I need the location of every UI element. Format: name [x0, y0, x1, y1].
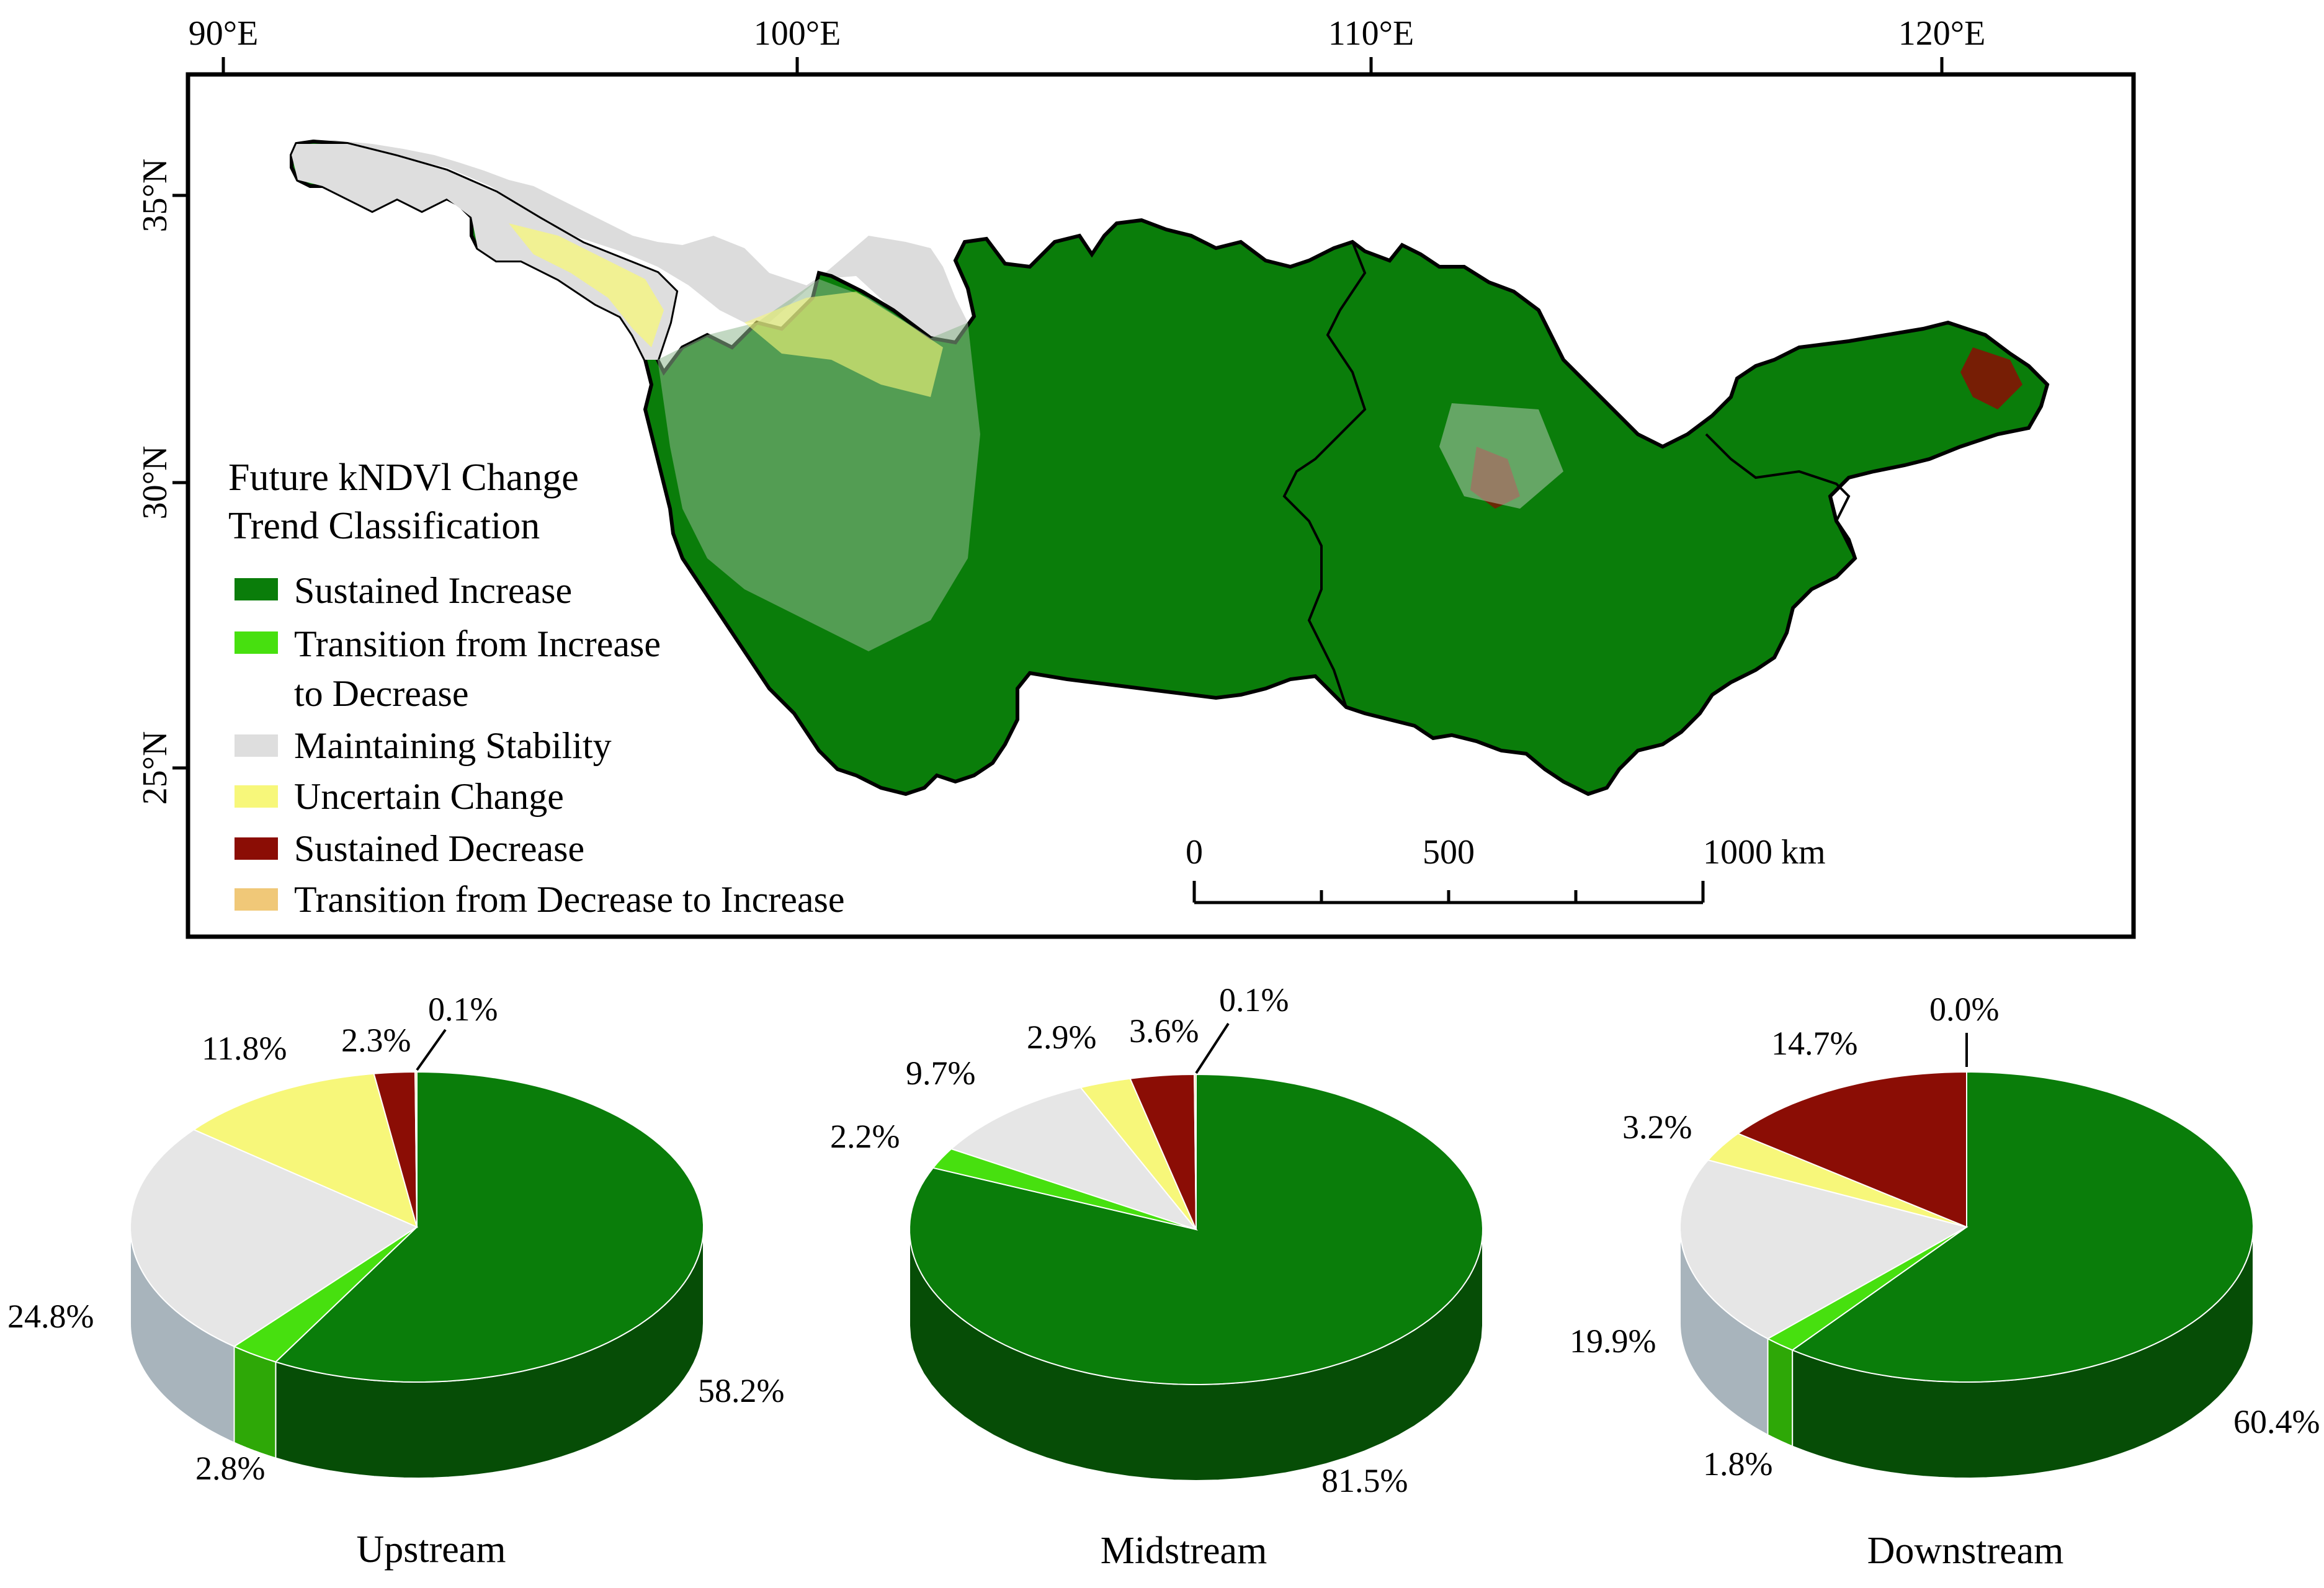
pie-value-labels: 58.2% 2.8% 24.8% 11.8% 2.3% 0.1% 81.5% 2…	[7, 981, 2320, 1499]
lat-label-30: 30°N	[136, 446, 174, 520]
map-frame	[185, 72, 2136, 939]
downstream-label-increase: 60.4%	[2233, 1403, 2320, 1440]
upstream-label-increase: 58.2%	[698, 1372, 784, 1409]
midstream-label-uncertain: 2.9%	[1027, 1019, 1096, 1056]
legend-title-line2: Trend Classification	[228, 505, 540, 547]
upstream-label-inc-to-dec: 2.8%	[195, 1450, 265, 1487]
midstream-downstream-boundary	[1705, 433, 1856, 559]
lon-label-110: 110°E	[1328, 14, 1415, 53]
lat-label-25: 25°N	[136, 731, 174, 805]
midstream-pie-slice-stability	[950, 1087, 1198, 1231]
map-legend: Future kNDVl Change Trend Classification…	[228, 457, 844, 920]
scale-label-500: 500	[1423, 833, 1475, 872]
pie-title-downstream: Downstream	[1867, 1530, 2064, 1572]
legend-label-increase: Sustained Increase	[294, 570, 572, 611]
upstream-pie-slice-dec-to-inc	[414, 1071, 418, 1228]
downstream-label-stability: 19.9%	[1570, 1323, 1656, 1360]
downstream-label-inc-to-dec: 1.8%	[1703, 1445, 1772, 1483]
pie-charts	[130, 1071, 2255, 1482]
midstream-pie-slice-dec-to-inc	[1194, 1074, 1197, 1230]
legend-swatch-increase	[235, 578, 278, 600]
downstream-decrease-patch	[1960, 347, 2022, 409]
midstream-pie-slice-decrease	[1129, 1073, 1197, 1230]
basin-outline	[290, 139, 2050, 796]
lon-label-90: 90°E	[189, 14, 259, 53]
pie-title-upstream: Upstream	[356, 1528, 506, 1571]
upstream-midstream-boundary	[1282, 241, 1367, 708]
lat-label-35: 35°N	[136, 159, 174, 233]
scale-bar: 0 500 1000 km	[1186, 833, 1826, 904]
upstream-label-uncertain: 11.8%	[202, 1030, 287, 1067]
scale-label-1000: 1000 km	[1703, 833, 1826, 872]
midstream-label-stability: 9.7%	[906, 1055, 975, 1092]
midstream-stability-patch	[1439, 403, 1563, 509]
lon-label-100: 100°E	[754, 14, 841, 53]
downstream-pie-slice-stability	[1679, 1159, 1969, 1340]
lon-ticks	[221, 57, 1944, 74]
legend-label-stability: Maintaining Stability	[294, 725, 612, 766]
map-panel: 90°E 100°E 110°E 120°E 35°N 30°N 25°N	[136, 14, 2136, 939]
downstream-label-dec-to-inc: 0.0%	[1929, 991, 1999, 1028]
downstream-label-decrease: 14.7%	[1771, 1025, 1857, 1062]
headwater-stability-area	[292, 144, 676, 360]
legend-swatch-uncertain	[235, 785, 278, 808]
legend-label-uncertain: Uncertain Change	[294, 776, 564, 817]
legend-label-decrease: Sustained Decrease	[294, 828, 584, 869]
legend-label-inc-to-dec: Transition from Increase	[294, 623, 661, 664]
downstream-label-uncertain: 3.2%	[1622, 1108, 1692, 1146]
legend-title-line1: Future kNDVl Change	[228, 457, 579, 499]
upstream-label-stability: 24.8%	[7, 1298, 94, 1335]
midstream-pie-slice-uncertain	[1079, 1077, 1197, 1230]
legend-swatch-inc-to-dec	[235, 631, 278, 654]
downstream-pie-slice-decrease	[1736, 1071, 1967, 1228]
legend-label-dec-to-inc: Transition from Decrease to Increase	[294, 879, 844, 920]
legend-label-inc-to-dec-line2: to Decrease	[294, 673, 468, 714]
midstream-label-increase: 81.5%	[1321, 1462, 1408, 1499]
midstream-label-inc-to-dec: 2.2%	[830, 1118, 900, 1155]
pie-title-midstream: Midstream	[1101, 1530, 1267, 1572]
legend-swatch-decrease	[235, 837, 278, 860]
midstream-label-decrease: 3.6%	[1129, 1012, 1199, 1050]
upstream-pie-slice-increase	[274, 1071, 705, 1383]
upstream-label-decrease: 2.3%	[341, 1022, 411, 1059]
headwater-uncertain-patches	[509, 223, 664, 347]
uncertain-band	[744, 292, 943, 397]
legend-swatch-stability	[235, 734, 278, 757]
upstream-pie-slice-uncertain	[192, 1073, 418, 1228]
upstream-label-dec-to-inc: 0.1%	[428, 991, 498, 1028]
lat-ticks	[172, 194, 188, 770]
basin-map	[290, 139, 2050, 796]
legend-swatch-dec-to-inc	[235, 888, 278, 911]
downstream-pie-slice-increase	[1791, 1071, 2255, 1383]
upstream-pie-slice-stability	[130, 1128, 419, 1347]
downstream-pie-side-inc-to-dec	[1767, 1337, 1794, 1447]
lon-label-120: 120°E	[1898, 14, 1986, 53]
midstream-label-dec-to-inc: 0.1%	[1219, 981, 1289, 1019]
leader-lines	[416, 1022, 1968, 1074]
downstream-pie-slice-uncertain	[1707, 1133, 1967, 1228]
scale-label-0: 0	[1186, 833, 1203, 872]
upstream-pie-side-inc-to-dec	[233, 1345, 277, 1459]
upstream-pie-slice-inc-to-dec	[233, 1226, 418, 1363]
